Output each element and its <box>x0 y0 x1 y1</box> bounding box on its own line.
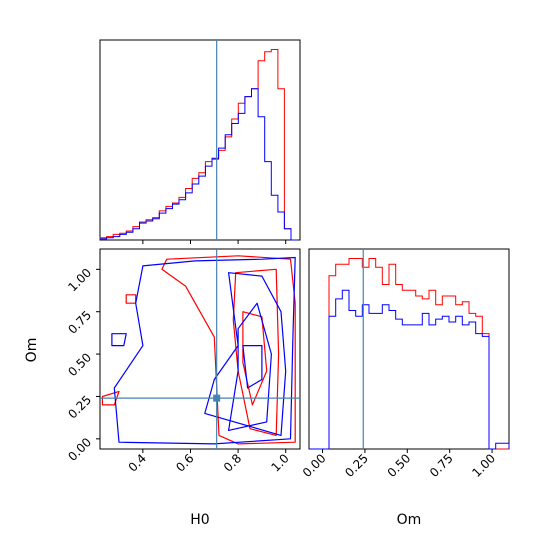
joint-y-tick-label-2: 0.50 <box>65 350 94 379</box>
panel-joint-frame <box>99 248 301 450</box>
contour-0-4 <box>101 390 120 406</box>
panel-joint-contours <box>101 255 296 445</box>
joint-y-tick-label-1: 0.25 <box>65 393 94 422</box>
panel-h0-hist-bars <box>99 40 298 241</box>
om-hist-x-tick-label-2: 0.50 <box>385 451 414 480</box>
h0-hist-series-0 <box>99 49 298 241</box>
contour-1-4 <box>111 333 127 347</box>
joint-x-tick-label-1: 0.6 <box>173 451 196 474</box>
joint-y-tick-label-4: 1.00 <box>65 266 94 295</box>
om-hist-series-1 <box>309 289 510 450</box>
y-axis-label-om: Om <box>24 338 40 363</box>
panel-om-hist: 0.00 0.25 0.50 0.75 1.00 <box>300 248 510 480</box>
contour-0-2 <box>242 311 268 406</box>
x-axis-label-h0: H0 <box>190 512 209 528</box>
x-axis-label-om: Om <box>397 512 422 528</box>
joint-truth-marker <box>213 394 221 402</box>
joint-x-tick-label-0: 0.4 <box>126 451 149 474</box>
panel-h0-hist-frame <box>99 39 301 241</box>
joint-x-tick-label-3: 1.0 <box>268 451 291 474</box>
contour-0-1 <box>232 268 280 436</box>
om-hist-series-0 <box>309 258 509 450</box>
panel-joint-xticks: 0.4 0.6 0.8 1.0 <box>126 449 292 475</box>
joint-y-tick-label-3: 0.75 <box>65 308 94 337</box>
om-hist-x-tick-label-3: 0.75 <box>427 451 456 480</box>
contour-1-0 <box>113 256 296 445</box>
h0-hist-series-1 <box>99 88 298 241</box>
panel-om-hist-bars <box>309 249 510 450</box>
panel-om-hist-ticks: 0.00 0.25 0.50 0.75 1.00 <box>300 449 498 480</box>
contour-0-3 <box>125 294 137 304</box>
panel-om-hist-frame <box>308 248 510 450</box>
contour-1-1 <box>204 272 287 436</box>
contour-1-2 <box>228 302 272 431</box>
panel-h0-hist <box>99 39 301 244</box>
om-hist-x-tick-label-1: 0.25 <box>342 451 371 480</box>
panel-joint-yticks: 0.00 0.25 0.50 0.75 1.00 <box>65 266 100 464</box>
joint-x-tick-label-2: 0.8 <box>221 451 244 474</box>
joint-y-tick-label-0: 0.00 <box>65 435 94 464</box>
panel-joint-truths <box>100 249 300 449</box>
om-hist-x-tick-label-4: 1.00 <box>469 451 498 480</box>
panel-h0-hist-ticks <box>142 240 287 244</box>
contour-1-3 <box>242 345 263 389</box>
panel-joint: 0.4 0.6 0.8 1.0 0.00 0.25 0.50 0.75 1.00 <box>65 248 301 475</box>
om-hist-x-tick-label-0: 0.00 <box>300 451 329 480</box>
contour-0-0 <box>161 255 296 445</box>
